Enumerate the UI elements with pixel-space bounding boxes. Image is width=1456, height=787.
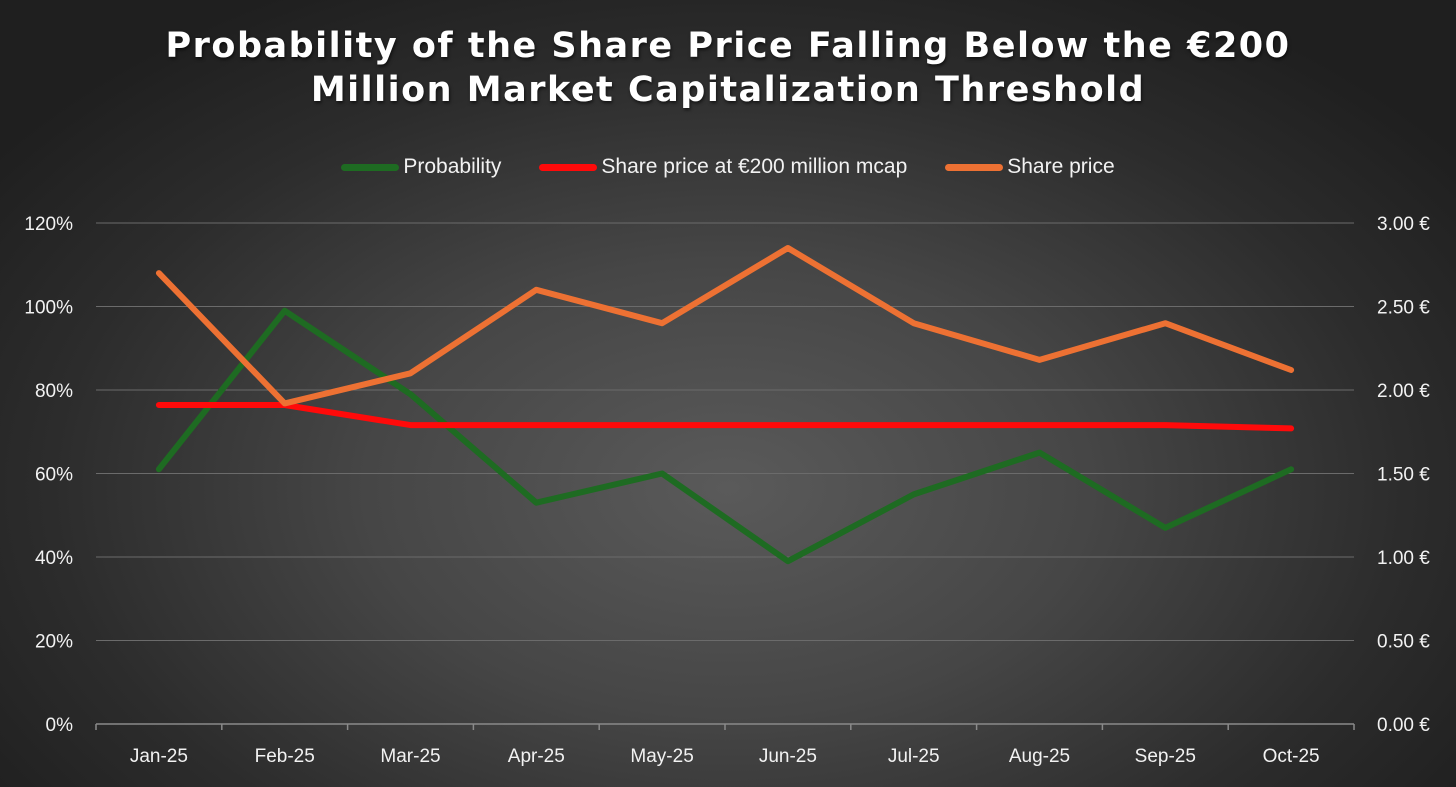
x-axis-tick-label: Jun-25 <box>759 746 817 767</box>
x-axis-tick-label: Aug-25 <box>1009 746 1070 767</box>
legend-label-share-price: Share price <box>1007 155 1115 178</box>
right-axis-tick-label: 0.00 € <box>1377 715 1430 736</box>
right-axis-tick-label: 1.00 € <box>1377 548 1430 569</box>
x-axis-tick-label: Jul-25 <box>888 746 940 767</box>
legend: Probability Share price at €200 million … <box>0 155 1456 179</box>
legend-label-probability: Probability <box>403 155 502 178</box>
right-axis-tick-label: 2.50 € <box>1377 298 1430 319</box>
chart-title-line-2: Million Market Capitalization Threshold <box>310 70 1146 110</box>
x-axis-tick-label: Oct-25 <box>1263 746 1320 767</box>
right-axis-tick-label: 3.00 € <box>1377 214 1430 235</box>
x-axis-tick-label: Mar-25 <box>380 746 440 767</box>
legend-swatch-probability <box>341 163 400 171</box>
legend-swatch-threshold-price <box>539 163 598 171</box>
x-axis-tick-label: Apr-25 <box>508 746 565 767</box>
series-line-share-price <box>155 245 1295 407</box>
left-axis-tick-label: 40% <box>35 548 73 569</box>
legend-swatch-share-price <box>945 163 1004 171</box>
legend-label-threshold-price: Share price at €200 million mcap <box>601 155 908 178</box>
left-axis-tick-label: 80% <box>35 381 73 402</box>
x-axis-tick-label: Sep-25 <box>1135 746 1196 767</box>
legend-item-share-price[interactable]: Share price <box>945 155 1115 179</box>
chart-title-line-1: Probability of the Share Price Falling B… <box>165 26 1291 66</box>
left-axis-tick-label: 60% <box>35 465 73 486</box>
legend-item-probability[interactable]: Probability <box>341 155 501 179</box>
x-axis-tick-label: Jan-25 <box>130 746 188 767</box>
x-axis-tick-label: Feb-25 <box>255 746 315 767</box>
left-axis-tick-label: 120% <box>24 214 73 235</box>
series-line-probability <box>155 307 1295 565</box>
right-axis-tick-label: 2.00 € <box>1377 381 1430 402</box>
series-line-threshold-price <box>155 402 1295 432</box>
left-axis-tick-label: 0% <box>46 715 74 736</box>
left-axis-tick-label: 100% <box>24 298 73 319</box>
right-axis-tick-label: 1.50 € <box>1377 465 1430 486</box>
legend-item-threshold-price[interactable]: Share price at €200 million mcap <box>539 155 907 179</box>
chart-title: Probability of the Share Price Falling B… <box>0 24 1456 112</box>
x-axis-tick-label: May-25 <box>630 746 693 767</box>
right-axis-tick-label: 0.50 € <box>1377 632 1430 653</box>
left-axis-tick-label: 20% <box>35 632 73 653</box>
